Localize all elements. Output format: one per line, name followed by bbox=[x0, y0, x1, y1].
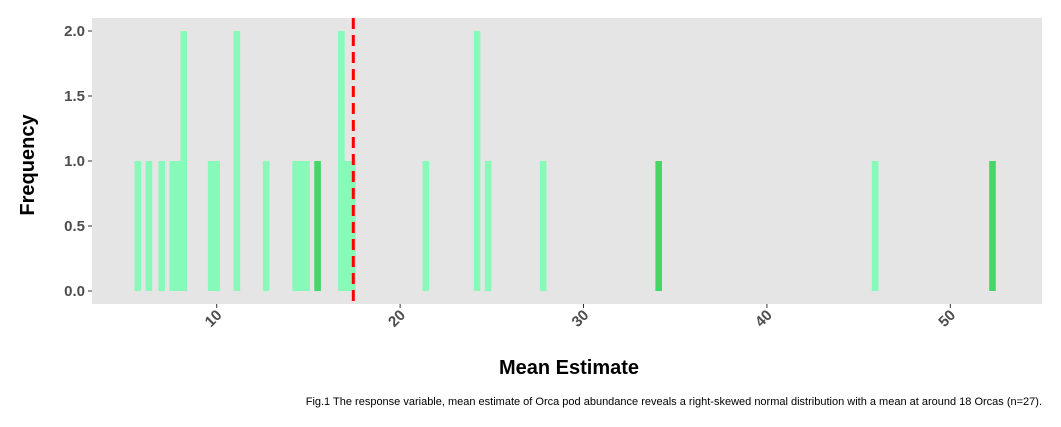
histogram-bar bbox=[158, 161, 165, 291]
histogram-bar bbox=[655, 161, 662, 291]
x-tick-label: 50 bbox=[935, 307, 959, 331]
histogram-bar bbox=[297, 161, 305, 291]
y-axis-title: Frequency bbox=[17, 114, 39, 216]
histogram-bar bbox=[539, 161, 547, 291]
histogram-bar bbox=[262, 161, 270, 291]
y-tick-label: 1.0 bbox=[64, 153, 85, 170]
x-tick-label: 10 bbox=[202, 307, 226, 331]
y-tick-label: 2.0 bbox=[64, 23, 85, 40]
x-tick-label: 40 bbox=[752, 307, 776, 331]
histogram-bar bbox=[174, 161, 182, 291]
plot-panel bbox=[92, 18, 1042, 304]
histogram-bar bbox=[169, 161, 176, 291]
histogram-bar bbox=[292, 161, 299, 291]
figure-caption: Fig.1 The response variable, mean estima… bbox=[305, 396, 1042, 408]
y-tick-label: 0.0 bbox=[64, 283, 85, 300]
y-tick-label: 0.5 bbox=[64, 218, 85, 235]
histogram-bar bbox=[213, 161, 220, 291]
histogram-bar bbox=[233, 31, 241, 291]
histogram-bar bbox=[422, 161, 430, 291]
histogram-bar bbox=[989, 161, 996, 291]
x-tick-label: 30 bbox=[569, 307, 593, 331]
histogram-bar bbox=[871, 161, 879, 291]
x-axis-title: Mean Estimate bbox=[499, 357, 639, 379]
histogram-bar bbox=[207, 161, 215, 291]
histogram-bar bbox=[484, 161, 492, 291]
histogram-bar bbox=[314, 161, 321, 291]
histogram-bar bbox=[303, 161, 310, 291]
y-tick-label: 1.5 bbox=[64, 88, 85, 105]
histogram-bar bbox=[134, 161, 142, 291]
histogram-bar bbox=[180, 31, 187, 291]
histogram-bar bbox=[145, 161, 153, 291]
x-tick-label: 20 bbox=[385, 307, 409, 331]
histogram-bar bbox=[473, 31, 481, 291]
histogram-bar bbox=[338, 31, 345, 291]
histogram-bar bbox=[343, 161, 351, 291]
